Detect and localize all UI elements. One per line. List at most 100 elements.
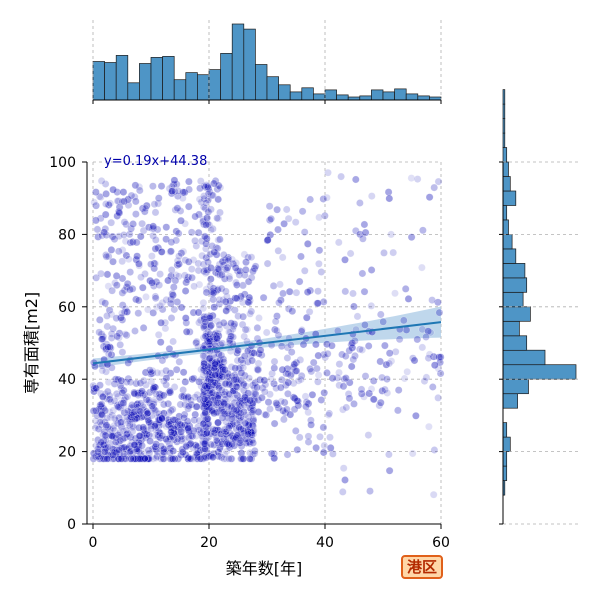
scatter-point	[220, 410, 229, 418]
scatter-point	[100, 427, 109, 436]
scatter-point	[162, 374, 171, 382]
scatter-point	[164, 276, 172, 285]
scatter-point	[306, 365, 314, 373]
scatter-point	[90, 449, 98, 458]
scatter-point	[96, 401, 105, 410]
scatter-point	[294, 376, 303, 385]
scatter-point	[103, 270, 112, 279]
scatter-point	[167, 247, 175, 256]
scatter-point	[218, 365, 227, 374]
scatter-point	[328, 341, 336, 350]
scatter-point	[275, 298, 283, 307]
scatter-point	[235, 402, 244, 411]
scatter-point	[402, 326, 411, 334]
scatter-point	[155, 393, 164, 402]
scatter-point	[265, 202, 274, 210]
scatter-point	[97, 400, 106, 409]
scatter-point	[394, 386, 403, 394]
scatter-point	[160, 444, 169, 453]
scatter-point	[265, 216, 274, 224]
scatter-point	[184, 424, 192, 432]
scatter-point	[199, 298, 208, 307]
scatter-point	[367, 192, 376, 200]
scatter-point	[192, 449, 201, 458]
x-tick-label: 60	[432, 535, 450, 551]
scatter-point	[328, 374, 337, 383]
scatter-point	[118, 388, 127, 397]
y-hist-bar	[502, 205, 508, 221]
scatter-point	[376, 310, 385, 319]
scatter-point	[276, 280, 284, 289]
scatter-point	[219, 261, 228, 269]
scatter-point	[181, 219, 189, 228]
scatter-point	[315, 213, 323, 222]
scatter-point	[206, 275, 215, 283]
scatter-point	[109, 451, 117, 459]
scatter-point	[226, 347, 235, 355]
scatter-point	[198, 251, 206, 260]
scatter-point	[187, 228, 196, 237]
scatter-point	[221, 264, 230, 273]
y-hist-bar	[502, 378, 529, 395]
scatter-point	[119, 427, 128, 435]
scatter-point	[153, 225, 162, 234]
scatter-point	[268, 369, 276, 378]
scatter-point	[147, 368, 156, 376]
scatter-point	[270, 454, 279, 463]
scatter-point	[284, 378, 293, 387]
scatter-point	[118, 309, 126, 318]
scatter-point	[360, 220, 369, 229]
scatter-point	[274, 331, 283, 340]
scatter-point	[192, 432, 200, 440]
scatter-point	[162, 296, 171, 304]
scatter-point	[200, 192, 208, 200]
scatter-point	[426, 328, 435, 337]
scatter-point	[210, 449, 218, 458]
scatter-point	[184, 202, 193, 211]
scatter-point	[341, 255, 349, 264]
scatter-point	[205, 399, 214, 408]
scatter-point	[191, 410, 199, 419]
scatter-point	[277, 342, 286, 351]
scatter-point	[118, 274, 127, 283]
scatter-point	[113, 188, 121, 196]
scatter-point	[185, 177, 193, 186]
scatter-point	[422, 373, 431, 382]
scatter-point	[188, 375, 197, 384]
scatter-point	[113, 419, 122, 428]
scatter-point	[298, 326, 306, 334]
scatter-point	[222, 427, 230, 436]
scatter-point	[159, 391, 168, 400]
scatter-point	[351, 175, 360, 184]
scatter-point	[149, 309, 157, 317]
scatter-point	[407, 174, 416, 182]
scatter-point	[99, 393, 107, 401]
scatter-point	[314, 287, 322, 296]
scatter-point	[237, 369, 246, 377]
scatter-point	[139, 324, 148, 332]
scatter-point	[152, 440, 160, 448]
scatter-point	[341, 287, 350, 296]
scatter-point	[142, 407, 151, 416]
scatter-point	[193, 402, 201, 411]
main-axes: 0 20 40 60 0 20 40 60 80 100	[49, 155, 450, 551]
scatter-point	[314, 351, 323, 360]
scatter-point	[187, 265, 196, 273]
scatter-point	[143, 426, 152, 435]
y-hist-bar	[502, 147, 508, 163]
scatter-point	[122, 251, 131, 260]
scatter-point	[283, 450, 292, 459]
scatter-point	[385, 466, 394, 475]
scatter-point	[179, 386, 187, 394]
scatter-point	[244, 389, 252, 398]
x-hist-bar	[405, 93, 419, 101]
scatter-point	[387, 230, 395, 239]
scatter-point	[320, 388, 329, 397]
scatter-point	[103, 414, 111, 422]
scatter-point	[195, 416, 204, 425]
scatter-point	[201, 332, 210, 341]
scatter-point	[280, 398, 289, 407]
scatter-point	[169, 291, 177, 300]
scatter-point	[181, 314, 190, 322]
scatter-point	[159, 454, 168, 463]
